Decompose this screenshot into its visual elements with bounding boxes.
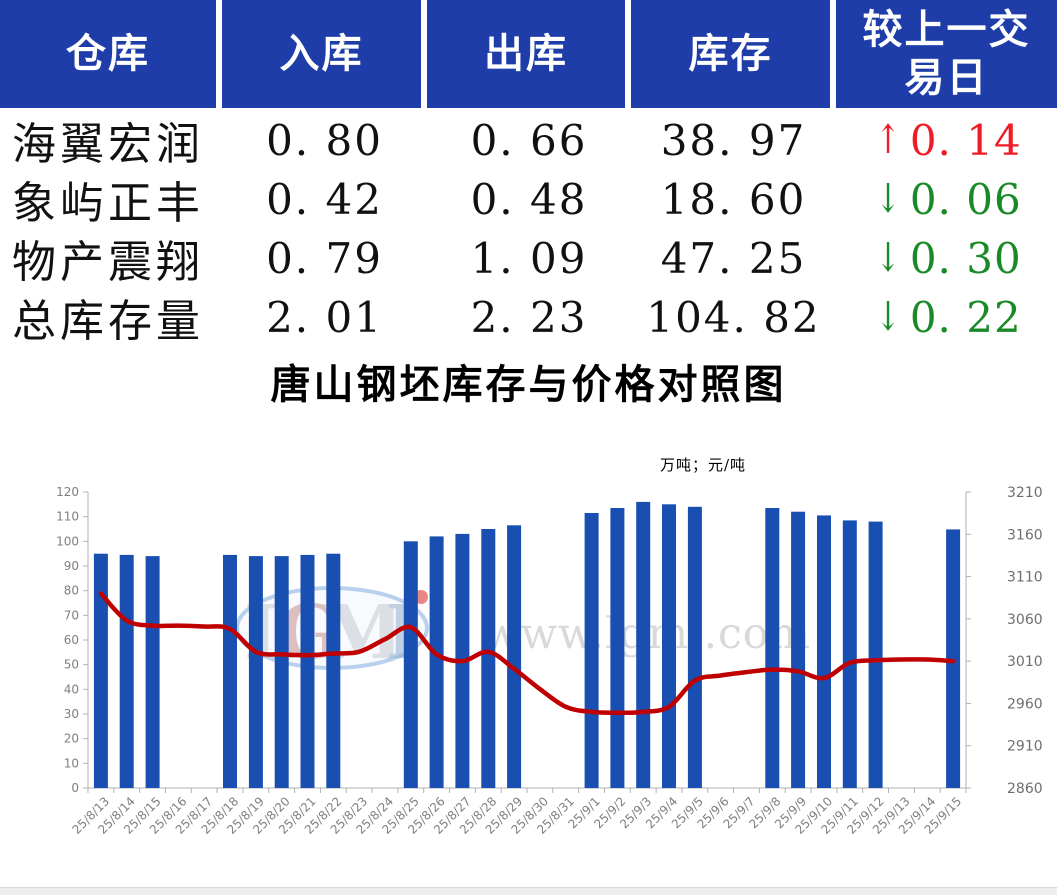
left-axis-tick-label: 10: [64, 756, 79, 770]
header-warehouse: 仓库: [0, 0, 222, 108]
header-outbound: 出库: [427, 0, 631, 108]
inbound-value: 2. 01: [266, 292, 383, 342]
inventory-bar: [765, 508, 780, 788]
down-arrow-icon: ↓: [875, 176, 902, 222]
header-change-vs-prev-day: 较上一交易日: [836, 0, 1057, 108]
stock-value: 47. 25: [660, 233, 807, 283]
right-axis-tick-label: 3110: [1007, 570, 1043, 586]
warehouse-name: 总库存量: [12, 296, 204, 347]
change-number: 0. 14: [909, 115, 1022, 165]
table-row: 海翼宏润 0. 80 0. 66 38. 97 ↑ 0. 14: [0, 108, 1057, 171]
left-axis-tick-label: 110: [56, 510, 79, 524]
inventory-bar: [274, 556, 289, 788]
left-axis-tick-label: 40: [64, 682, 79, 696]
down-arrow-icon: ↓: [875, 294, 902, 340]
inventory-bar: [119, 554, 134, 788]
inventory-bar: [662, 504, 676, 788]
price-line: [98, 591, 956, 715]
right-axis-tick-label: 3010: [1007, 654, 1043, 670]
stock-value: 18. 60: [660, 174, 807, 224]
header-stock: 库存: [631, 0, 836, 108]
up-arrow-icon: ↑: [875, 117, 902, 163]
left-axis-tick-label: 70: [64, 608, 79, 622]
left-axis-tick-label: 90: [64, 559, 79, 573]
down-arrow-icon: ↓: [875, 235, 902, 281]
right-axis-tick-label: 3160: [1007, 527, 1043, 543]
axis-units-label: 万吨；元/吨: [660, 456, 747, 474]
inventory-bars: [93, 501, 961, 788]
inventory-bar: [507, 525, 522, 788]
inventory-bar: [248, 556, 263, 788]
inventory-table: 仓库 入库 出库 库存 较上一交易日 海翼宏润 0. 80 0. 66 38. …: [0, 0, 1057, 348]
table-row: 象屿正丰 0. 42 0. 48 18. 60 ↓ 0. 06: [0, 167, 1057, 230]
stock-value: 104. 82: [646, 292, 821, 342]
warehouse-name: 海翼宏润: [12, 119, 204, 170]
right-axis-tick-label: 3060: [1007, 612, 1043, 628]
change-number: 0. 30: [909, 233, 1022, 283]
inventory-bar: [93, 553, 108, 788]
inventory-bar: [223, 554, 237, 788]
right-axis-tick-label: 2960: [1007, 696, 1043, 712]
change-value: ↓ 0. 06: [836, 175, 1057, 224]
inventory-bar: [481, 529, 496, 788]
left-axis-tick-label: 100: [56, 534, 79, 548]
inventory-bar: [145, 556, 160, 788]
right-axis-tick-label: 2860: [1007, 781, 1043, 797]
inventory-bar: [610, 508, 625, 788]
header-inbound: 入库: [222, 0, 427, 108]
change-value: ↑ 0. 14: [836, 116, 1057, 165]
inventory-bar: [300, 554, 315, 788]
inventory-bar: [429, 536, 444, 788]
inventory-bar: [636, 501, 651, 788]
change-value: ↓ 0. 30: [836, 234, 1057, 283]
left-axis-tick-label: 60: [64, 633, 79, 647]
change-number: 0. 06: [909, 174, 1022, 224]
left-axis-tick-label: 80: [64, 584, 79, 598]
inventory-bar: [403, 541, 418, 788]
inbound-value: 0. 42: [266, 174, 383, 224]
inventory-bar: [842, 520, 857, 788]
table-row: 总库存量 2. 01 2. 23 104. 82 ↓ 0. 22: [0, 285, 1057, 348]
left-axis-tick-label: 0: [71, 781, 79, 795]
inventory-bar: [584, 513, 599, 788]
outbound-value: 1. 09: [470, 233, 588, 283]
left-axis-tick-label: 50: [64, 658, 79, 672]
warehouse-name: 物产震翔: [12, 237, 204, 288]
inventory-bar: [791, 511, 806, 788]
lgmi-watermark: LGMIwww.lgmi.com: [235, 586, 810, 676]
right-axis-tick-label: 3210: [1007, 485, 1043, 501]
left-axis-tick-label: 20: [64, 732, 79, 746]
left-axis-tick-label: 30: [64, 707, 79, 721]
warehouse-name: 象屿正丰: [12, 178, 204, 229]
table-row: 物产震翔 0. 79 1. 09 47. 25 ↓ 0. 30: [0, 226, 1057, 289]
window-bottom-edge: [0, 887, 1057, 895]
inventory-bar: [868, 521, 883, 788]
change-number: 0. 22: [909, 292, 1022, 342]
chart-title: 唐山钢坯库存与价格对照图: [270, 361, 787, 408]
change-value: ↓ 0. 22: [836, 293, 1057, 342]
outbound-value: 2. 23: [470, 292, 588, 342]
table-header-row: 仓库 入库 出库 库存 较上一交易日: [0, 0, 1057, 108]
inventory-bar: [687, 506, 702, 788]
inventory-bar: [817, 515, 831, 788]
inventory-bar: [946, 529, 961, 788]
stock-value: 38. 97: [660, 115, 807, 165]
right-axis-tick-label: 2910: [1007, 739, 1043, 755]
inbound-value: 0. 79: [266, 233, 383, 283]
inbound-value: 0. 80: [266, 115, 383, 165]
inventory-bar: [326, 553, 341, 788]
left-axis-tick-label: 120: [56, 485, 79, 499]
outbound-value: 0. 48: [470, 174, 588, 224]
outbound-value: 0. 66: [470, 115, 588, 165]
